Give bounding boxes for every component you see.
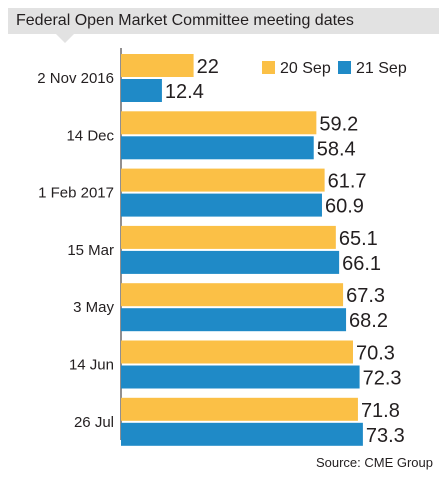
- legend-swatch-2: [338, 61, 351, 74]
- data-label: 12.4: [165, 81, 204, 103]
- bar-series2: [121, 308, 347, 332]
- category-label: 15 Mar: [67, 242, 114, 259]
- category-label: 2 Nov 2016: [37, 70, 114, 87]
- bar-series1: [121, 111, 317, 135]
- data-label: 60.9: [325, 196, 364, 218]
- bar-series2: [121, 422, 363, 446]
- data-label: 68.2: [349, 310, 388, 332]
- bar-series1: [121, 225, 336, 249]
- data-label: 58.4: [317, 138, 356, 160]
- source-note: Source: CME Group: [315, 455, 433, 470]
- legend-label-1: 20 Sep: [280, 60, 331, 77]
- category-label: 26 Jul: [74, 414, 114, 431]
- bar-series1: [121, 340, 353, 364]
- bar-series2: [121, 193, 322, 217]
- data-label: 61.7: [328, 171, 367, 193]
- bar-series2: [121, 79, 162, 102]
- bar-series1: [121, 54, 194, 77]
- bar-series1: [121, 283, 344, 307]
- bar-series1: [121, 168, 325, 192]
- data-label: 67.3: [346, 285, 385, 307]
- bar-series2: [121, 250, 340, 274]
- category-label: 1 Feb 2017: [38, 185, 114, 202]
- data-label: 65.1: [339, 228, 378, 250]
- bar-series1: [121, 397, 358, 421]
- legend-label-2: 21 Sep: [356, 60, 407, 77]
- data-label: 72.3: [363, 368, 402, 390]
- data-label: 22: [197, 56, 219, 78]
- data-label: 73.3: [366, 425, 405, 447]
- title-bar: Federal Open Market Committee meeting da…: [8, 8, 439, 34]
- data-label: 70.3: [356, 343, 395, 365]
- bar-series2: [121, 136, 314, 160]
- category-label: 14 Jun: [69, 357, 114, 374]
- title-pointer: [56, 34, 74, 43]
- legend-swatch-1: [262, 61, 275, 74]
- data-label: 66.1: [342, 253, 381, 275]
- category-label: 14 Dec: [66, 127, 114, 144]
- data-label: 71.8: [361, 400, 400, 422]
- data-label: 59.2: [319, 113, 358, 135]
- bar-series2: [121, 365, 360, 389]
- category-label: 3 May: [73, 299, 114, 316]
- chart-title: Federal Open Market Committee meeting da…: [16, 12, 354, 29]
